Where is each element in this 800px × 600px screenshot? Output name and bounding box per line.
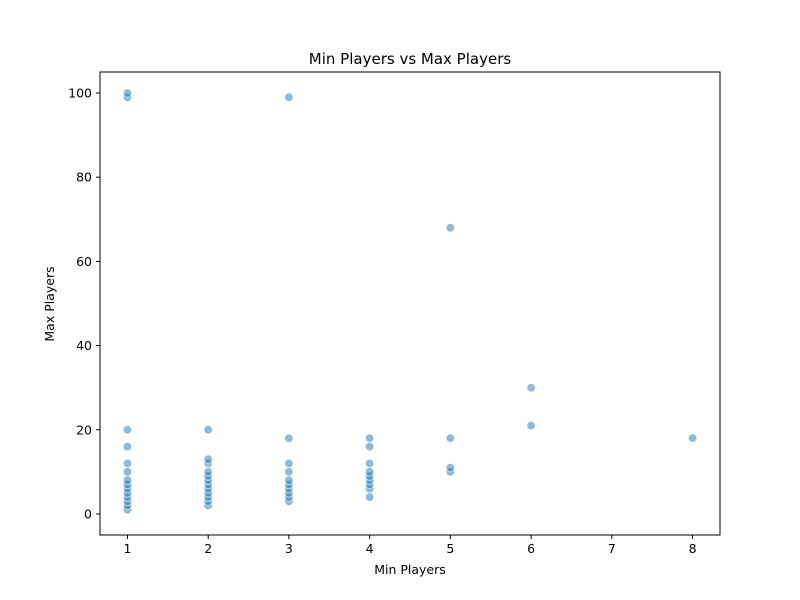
data-point xyxy=(365,467,375,477)
x-tick-label: 2 xyxy=(204,541,212,556)
x-tick-label: 4 xyxy=(366,541,374,556)
data-point xyxy=(526,383,536,393)
data-point xyxy=(365,433,375,443)
data-point xyxy=(445,433,455,443)
data-point xyxy=(365,492,375,502)
plot-frame xyxy=(99,71,721,536)
y-tick-label: 40 xyxy=(76,338,92,353)
data-point xyxy=(284,467,294,477)
x-axis-label: Min Players xyxy=(374,562,446,577)
x-tick-label: 8 xyxy=(689,541,697,556)
x-axis-ticks: 1 2 3 4 5 6 7 8 xyxy=(123,535,697,556)
data-point xyxy=(203,425,213,435)
y-axis-label: Max Players xyxy=(42,266,57,341)
data-point xyxy=(203,454,213,464)
y-tick-label: 100 xyxy=(68,86,92,101)
x-tick-label: 3 xyxy=(285,541,293,556)
data-point xyxy=(284,433,294,443)
y-tick-label: 60 xyxy=(76,254,92,269)
data-point xyxy=(122,467,132,477)
data-points xyxy=(122,88,698,515)
data-point xyxy=(122,425,132,435)
x-tick-label: 5 xyxy=(446,541,454,556)
data-point xyxy=(284,92,294,102)
y-axis-ticks: 0 20 40 60 80 100 xyxy=(68,86,100,521)
data-point xyxy=(203,467,213,477)
data-point xyxy=(122,458,132,468)
x-tick-label: 6 xyxy=(527,541,535,556)
data-point xyxy=(445,463,455,473)
data-point xyxy=(284,475,294,485)
data-point xyxy=(687,433,698,443)
x-tick-label: 7 xyxy=(608,541,616,556)
data-point xyxy=(122,88,132,98)
data-point xyxy=(526,421,536,431)
y-tick-label: 0 xyxy=(84,506,92,521)
data-point xyxy=(122,442,132,452)
x-tick-label: 1 xyxy=(123,541,131,556)
data-point xyxy=(445,223,455,233)
y-tick-label: 20 xyxy=(76,422,92,437)
data-point xyxy=(365,442,375,452)
data-point xyxy=(284,458,294,468)
data-point xyxy=(122,475,132,485)
data-point xyxy=(365,458,375,468)
chart-title: Min Players vs Max Players xyxy=(309,50,512,68)
y-tick-label: 80 xyxy=(76,170,92,185)
